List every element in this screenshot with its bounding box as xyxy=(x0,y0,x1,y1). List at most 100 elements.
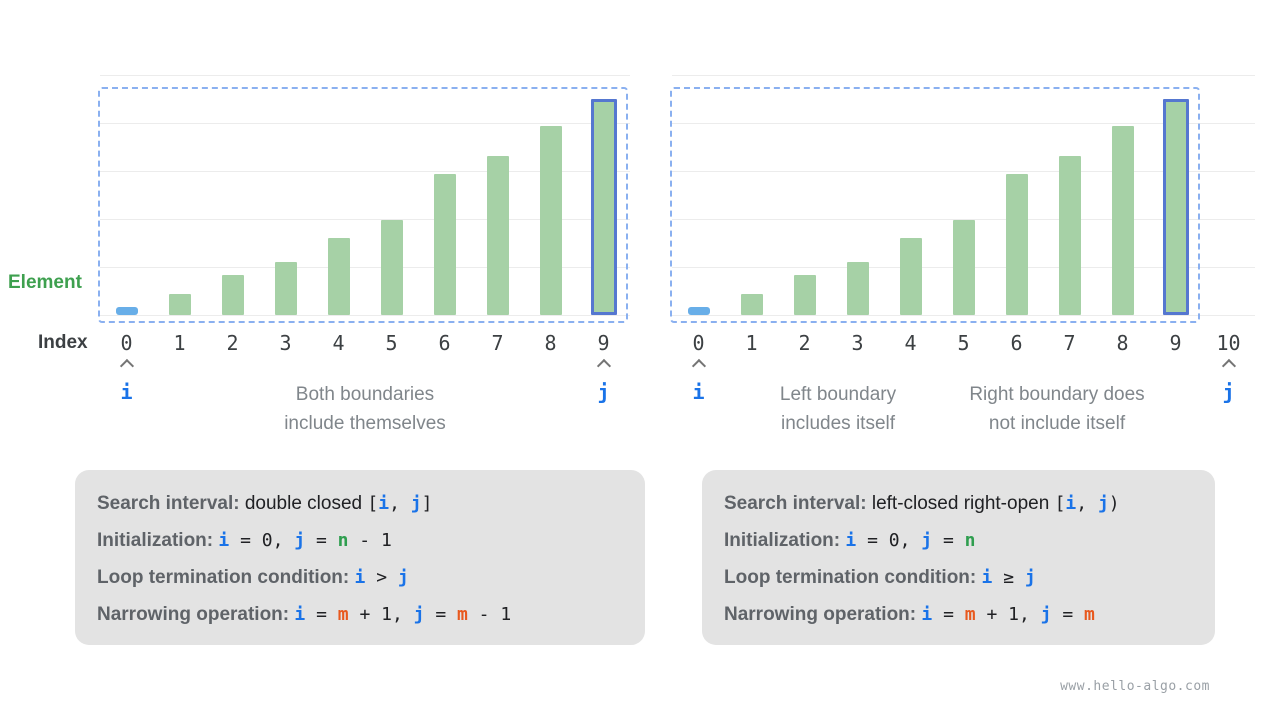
index-row: 0 1 2 3 4 5 6 7 8 9 10 xyxy=(672,331,1255,355)
bar-slot xyxy=(937,75,990,315)
bar-slot xyxy=(1149,75,1202,315)
info-row-label: Loop termination condition: xyxy=(724,567,982,588)
code-token: - 1 xyxy=(467,604,512,625)
gridline xyxy=(672,123,1255,124)
code-token: , xyxy=(389,493,411,514)
bar-3 xyxy=(846,262,869,315)
chart-plot xyxy=(670,75,1255,323)
caption-both-boundaries: Both boundaries include themselves xyxy=(284,384,446,434)
bar-slot xyxy=(418,75,471,315)
code-token: - 1 xyxy=(348,530,392,551)
info-row: Search interval: left-closed right-open … xyxy=(724,485,1197,522)
index-5: 5 xyxy=(385,331,398,355)
bar-slot xyxy=(990,75,1043,315)
gridline xyxy=(672,219,1255,220)
bar-8 xyxy=(1111,126,1134,315)
bar-8 xyxy=(539,126,562,315)
info-box-left-closed-right-open: Search interval: left-closed right-open … xyxy=(702,470,1215,645)
gridline xyxy=(100,219,630,220)
index-1: 1 xyxy=(173,331,186,355)
bar-slot xyxy=(312,75,365,315)
code-token: m xyxy=(337,604,349,625)
code-token: j xyxy=(1024,567,1036,588)
code-token: i xyxy=(218,530,230,551)
bar-9 xyxy=(590,99,617,315)
index-2: 2 xyxy=(226,331,239,355)
bar-5 xyxy=(952,220,975,315)
pointer-label-j: j xyxy=(597,380,610,404)
code-token: = xyxy=(305,530,338,551)
pointer-label-j: j xyxy=(1222,380,1235,404)
code-token: j xyxy=(1097,493,1109,514)
code-token: = xyxy=(305,604,338,625)
bar-6 xyxy=(433,174,456,315)
bar-0 xyxy=(115,307,138,315)
info-row-label: Search interval: xyxy=(724,493,872,514)
pointer-j: j xyxy=(1221,358,1236,404)
index-5: 5 xyxy=(957,331,970,355)
info-row: Search interval: double closed [i, j] xyxy=(97,485,627,522)
info-row: Initialization: i = 0, j = n - 1 xyxy=(97,522,627,559)
bar-3 xyxy=(274,262,297,315)
bar-0 xyxy=(687,307,710,315)
index-7: 7 xyxy=(1063,331,1076,355)
bar-slot xyxy=(153,75,206,315)
gridline xyxy=(100,315,630,316)
code-token: j xyxy=(410,493,422,514)
pointer-i: i xyxy=(119,358,134,404)
bar-7 xyxy=(486,156,509,315)
up-arrow-icon xyxy=(1221,358,1236,374)
code-token: j xyxy=(921,530,933,551)
gridline xyxy=(672,171,1255,172)
chart-plot xyxy=(98,75,630,323)
index-8: 8 xyxy=(544,331,557,355)
index-row: 0 1 2 3 4 5 6 7 8 9 xyxy=(100,331,630,355)
bars-row xyxy=(100,75,630,315)
info-row: Narrowing operation: i = m + 1, j = m - … xyxy=(97,596,627,633)
info-row: Narrowing operation: i = m + 1, j = m xyxy=(724,596,1197,633)
info-row-label: Loop termination condition: xyxy=(97,567,355,588)
code-token: , xyxy=(1076,493,1098,514)
index-1: 1 xyxy=(745,331,758,355)
code-token: n xyxy=(337,530,349,551)
index-4: 4 xyxy=(904,331,917,355)
pointer-j: j xyxy=(596,358,611,404)
bar-1 xyxy=(168,294,191,315)
bar-slot xyxy=(259,75,312,315)
index-9: 9 xyxy=(597,331,610,355)
index-6: 6 xyxy=(1010,331,1023,355)
code-token: + 1, xyxy=(348,604,414,625)
gridline xyxy=(672,315,1255,316)
bar-4 xyxy=(899,238,922,315)
code-token: ) xyxy=(1108,493,1120,514)
bar-2 xyxy=(221,275,244,315)
info-row: Loop termination condition: i ≥ j xyxy=(724,559,1197,596)
bar-slot xyxy=(577,75,630,315)
code-token: + 1, xyxy=(975,604,1041,625)
bar-9 xyxy=(1162,99,1189,315)
pointer-label-i: i xyxy=(120,380,133,404)
pointer-label-i: i xyxy=(692,380,705,404)
code-token: n xyxy=(964,530,976,551)
code-token: m xyxy=(457,604,468,625)
index-4: 4 xyxy=(332,331,345,355)
gridline xyxy=(100,267,630,268)
info-row-label: Search interval: xyxy=(97,493,245,514)
up-arrow-icon xyxy=(596,358,611,374)
bar-7 xyxy=(1058,156,1081,315)
code-token: left-closed right-open xyxy=(871,493,1055,514)
index-2: 2 xyxy=(798,331,811,355)
index-6: 6 xyxy=(438,331,451,355)
code-token: j xyxy=(397,567,409,588)
gridline xyxy=(100,123,630,124)
code-token: double closed xyxy=(244,493,368,514)
info-row-label: Initialization: xyxy=(724,530,846,551)
code-token: = xyxy=(424,604,457,625)
code-token: i xyxy=(294,604,306,625)
code-token: = 0, xyxy=(229,530,295,551)
index-3: 3 xyxy=(279,331,292,355)
code-token: m xyxy=(1084,604,1095,625)
